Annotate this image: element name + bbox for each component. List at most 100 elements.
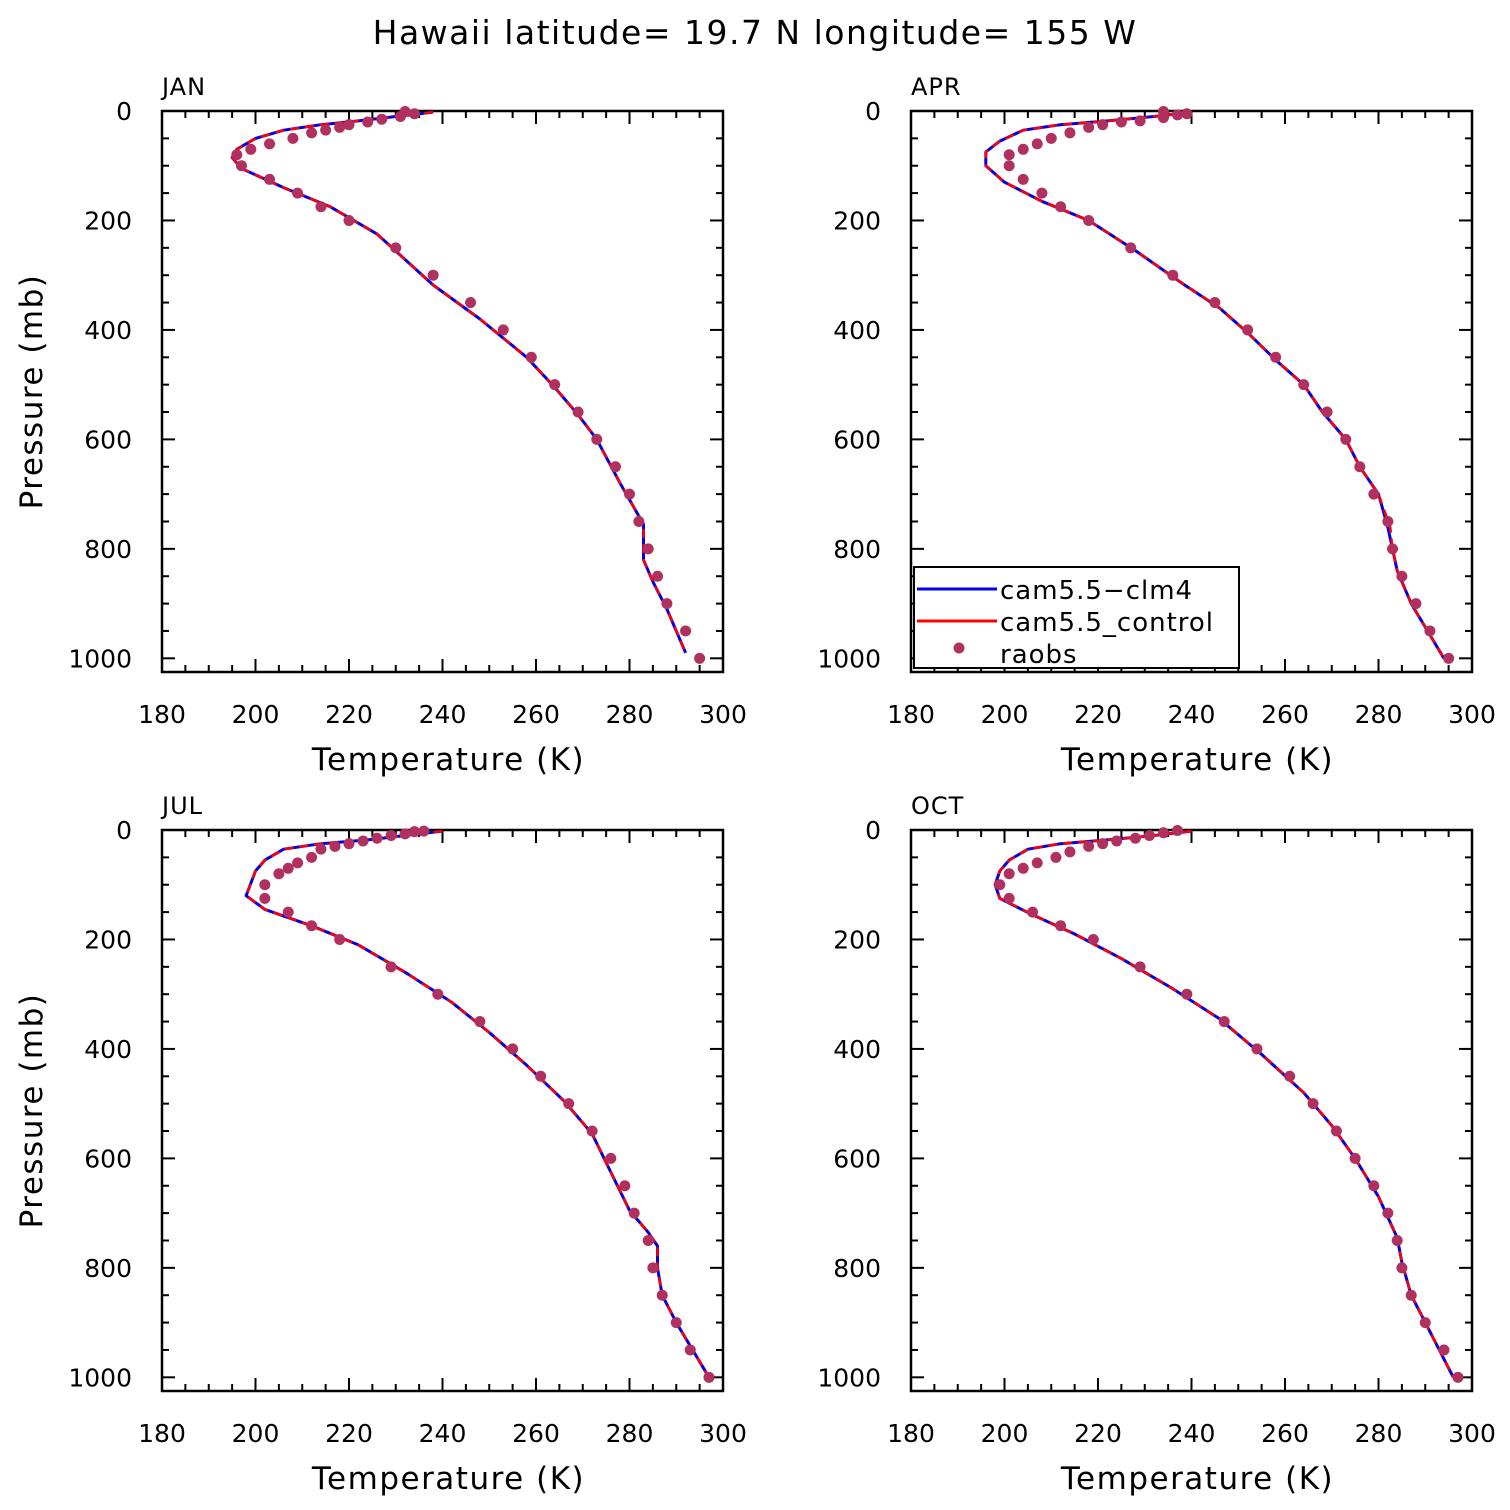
raobs-point xyxy=(642,1234,654,1246)
raobs-point xyxy=(343,838,355,850)
raobs-point xyxy=(264,173,276,185)
y-tick-label: 1000 xyxy=(817,644,881,673)
x-tick-label: 200 xyxy=(232,700,280,729)
y-tick-label: 200 xyxy=(833,206,881,235)
raobs-point xyxy=(1064,846,1076,858)
raobs-point xyxy=(652,570,664,582)
raobs-point xyxy=(1134,961,1146,973)
x-tick-label: 200 xyxy=(981,1419,1029,1448)
raobs-point xyxy=(703,1371,715,1383)
panel-apr: APR 180 200 220 240 260 280 300 0 200 400 600 800 100… xyxy=(817,73,1495,778)
x-tick-label: 300 xyxy=(699,700,747,729)
raobs-point xyxy=(1368,488,1380,500)
raobs-point xyxy=(1354,461,1366,473)
x-axis-label: Temperature (K) xyxy=(1060,1461,1334,1497)
series-line-cam5-5-control xyxy=(244,829,711,1378)
raobs-point xyxy=(1003,892,1015,904)
raobs-point xyxy=(684,1344,696,1356)
raobs-point xyxy=(315,201,327,213)
raobs-point xyxy=(1134,115,1146,127)
raobs-point xyxy=(1424,625,1436,637)
raobs-point xyxy=(334,121,346,133)
raobs-point xyxy=(408,826,420,838)
raobs-point xyxy=(535,1070,547,1082)
x-tick-label: 220 xyxy=(1074,1419,1122,1448)
raobs-point xyxy=(231,149,243,161)
raobs-point xyxy=(343,119,355,131)
x-axis-label: Temperature (K) xyxy=(311,742,585,778)
x-tick-label: 280 xyxy=(1355,700,1403,729)
raobs-point xyxy=(292,857,304,869)
raobs-point xyxy=(306,851,318,863)
y-tick-label: 200 xyxy=(84,206,132,235)
raobs-point xyxy=(474,1016,486,1028)
raobs-point xyxy=(1045,132,1057,144)
raobs-point xyxy=(1027,906,1039,918)
raobs-point xyxy=(245,143,257,155)
raobs-point xyxy=(1064,127,1076,139)
x-tick-label: 260 xyxy=(512,1419,560,1448)
raobs-point xyxy=(1419,1317,1431,1329)
raobs-point xyxy=(320,124,332,136)
raobs-point xyxy=(1284,1070,1296,1082)
raobs-point xyxy=(605,1152,617,1164)
y-axis-label: Pressure (mb) xyxy=(14,993,50,1229)
raobs-point xyxy=(1452,1371,1464,1383)
x-tick-label: 200 xyxy=(232,1419,280,1448)
raobs-point xyxy=(399,828,411,840)
raobs-point xyxy=(385,961,397,973)
raobs-point xyxy=(315,843,327,855)
y-tick-label: 600 xyxy=(84,425,132,454)
y-tick-label: 400 xyxy=(833,316,881,345)
raobs-point xyxy=(465,297,477,309)
raobs-point xyxy=(549,379,561,391)
raobs-point xyxy=(624,488,635,500)
legend-box xyxy=(913,566,1240,669)
raobs-point xyxy=(1083,840,1095,852)
y-tick-label: 800 xyxy=(84,1254,132,1283)
y-tick-label: 1000 xyxy=(68,644,132,673)
raobs-point xyxy=(1055,201,1067,213)
raobs-point xyxy=(390,242,402,254)
raobs-point xyxy=(1003,160,1015,172)
y-tick-label: 200 xyxy=(833,925,881,954)
raobs-point xyxy=(1087,933,1099,945)
x-tick-label: 260 xyxy=(1261,700,1309,729)
raobs-point xyxy=(1031,138,1043,150)
y-tick-label: 800 xyxy=(833,1254,881,1283)
raobs-point xyxy=(1382,515,1394,527)
raobs-point xyxy=(680,625,692,637)
raobs-point xyxy=(670,1317,682,1329)
raobs-point xyxy=(1405,1289,1417,1301)
y-tick-label: 0 xyxy=(116,97,132,126)
raobs-point xyxy=(1330,1125,1342,1137)
raobs-point xyxy=(282,906,294,918)
x-tick-label: 300 xyxy=(1448,700,1496,729)
x-tick-label: 240 xyxy=(419,1419,467,1448)
raobs-point xyxy=(1391,1234,1403,1246)
x-tick-label: 240 xyxy=(1168,700,1216,729)
raobs-point xyxy=(282,862,294,874)
x-tick-label: 260 xyxy=(1261,1419,1309,1448)
x-tick-label: 180 xyxy=(138,700,186,729)
raobs-point xyxy=(1143,829,1155,841)
raobs-point xyxy=(306,127,318,139)
raobs-point xyxy=(1115,116,1127,128)
y-tick-label: 800 xyxy=(833,535,881,564)
series-line-cam5-5-control xyxy=(230,110,687,654)
panel-jul: JUL 180 200 220 240 260 280 300 0 200 400 600 800 100… xyxy=(14,792,747,1497)
x-axis-label: Temperature (K) xyxy=(1060,742,1334,778)
x-tick-label: 180 xyxy=(887,1419,935,1448)
legend-swatch-raobs xyxy=(953,642,965,654)
raobs-point xyxy=(273,868,285,880)
raobs-point xyxy=(609,461,621,473)
y-tick-label: 600 xyxy=(833,425,881,454)
raobs-point xyxy=(371,832,383,844)
y-tick-label: 0 xyxy=(865,816,881,845)
panel-label: JUL xyxy=(160,792,203,820)
raobs-point xyxy=(427,269,439,281)
raobs-point xyxy=(1218,1016,1230,1028)
raobs-point xyxy=(1003,868,1015,880)
